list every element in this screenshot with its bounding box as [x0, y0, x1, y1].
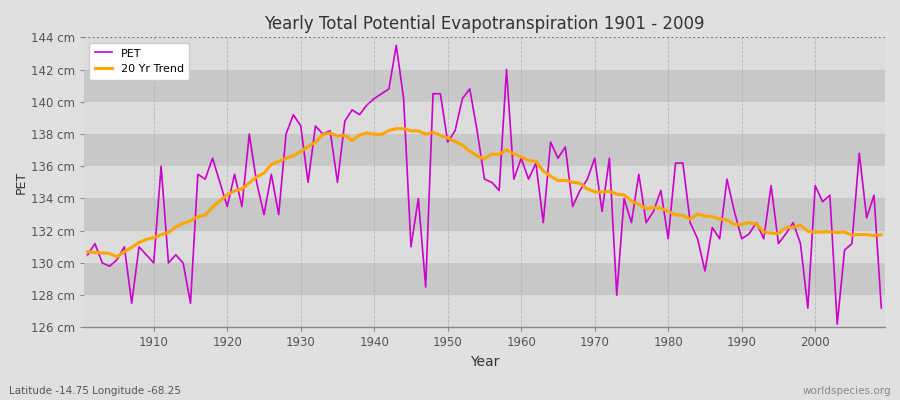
PET — [516, 156, 526, 161]
Bar — [84, 37, 885, 70]
Text: Latitude -14.75 Longitude -68.25: Latitude -14.75 Longitude -68.25 — [9, 386, 181, 396]
Bar — [84, 134, 885, 166]
20 Yr Trend — [354, 132, 364, 137]
20 Yr Trend — [618, 192, 629, 197]
20 Yr Trend — [148, 235, 159, 240]
20 Yr Trend — [523, 158, 534, 163]
Line: PET: PET — [87, 45, 881, 324]
PET — [876, 306, 886, 310]
PET — [832, 322, 842, 326]
20 Yr Trend — [82, 249, 93, 254]
Legend: PET, 20 Yr Trend: PET, 20 Yr Trend — [89, 43, 189, 80]
PET — [141, 252, 152, 257]
Bar — [84, 263, 885, 295]
Line: 20 Yr Trend: 20 Yr Trend — [87, 128, 881, 257]
20 Yr Trend — [398, 126, 409, 131]
Bar — [84, 295, 885, 328]
20 Yr Trend — [112, 254, 122, 259]
20 Yr Trend — [530, 159, 541, 164]
Y-axis label: PET: PET — [15, 171, 28, 194]
Bar — [84, 198, 885, 231]
Bar — [84, 102, 885, 134]
PET — [391, 43, 401, 48]
Bar — [84, 70, 885, 102]
Title: Yearly Total Potential Evapotranspiration 1901 - 2009: Yearly Total Potential Evapotranspiratio… — [265, 15, 705, 33]
X-axis label: Year: Year — [470, 355, 500, 369]
PET — [82, 252, 93, 257]
PET — [346, 108, 357, 112]
PET — [611, 293, 622, 298]
20 Yr Trend — [876, 232, 886, 237]
PET — [523, 177, 534, 182]
20 Yr Trend — [310, 140, 320, 145]
Text: worldspecies.org: worldspecies.org — [803, 386, 891, 396]
Bar — [84, 166, 885, 198]
PET — [302, 180, 313, 185]
Bar — [84, 231, 885, 263]
